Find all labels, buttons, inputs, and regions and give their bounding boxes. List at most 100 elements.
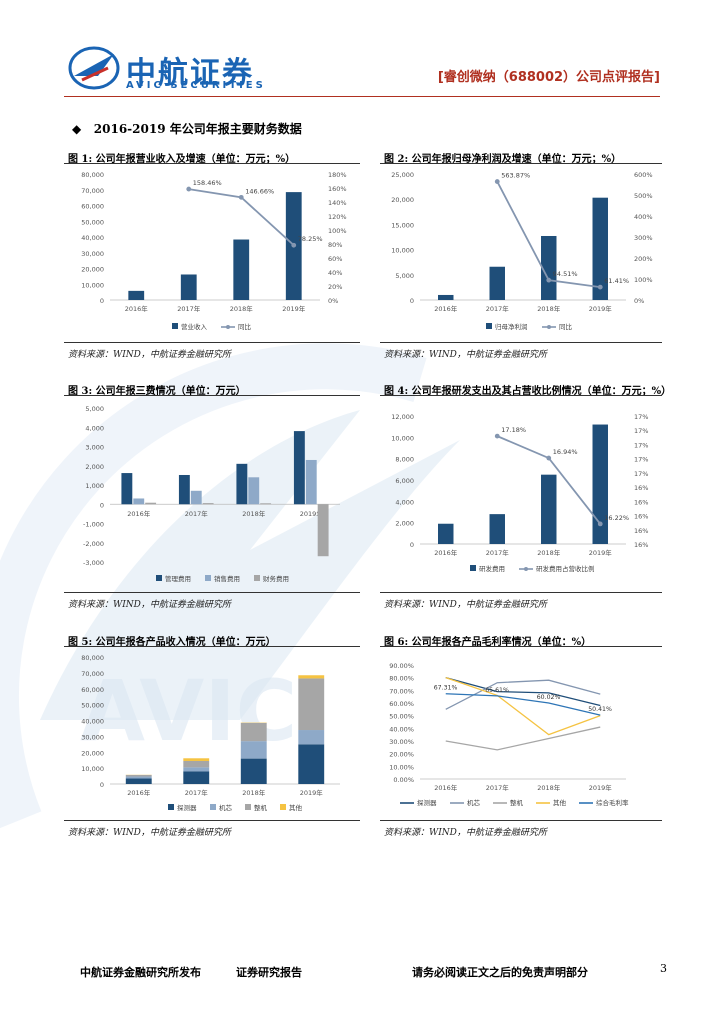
- y2-tick-label: 60%: [328, 255, 342, 263]
- legend-label: 机芯: [219, 803, 233, 812]
- footer-publisher: 中航证券金融研究所发布: [80, 966, 201, 979]
- bar-segment: [240, 741, 267, 759]
- chart-product-revenue: 0 10,000 20,000 30,000 40,000 50,000 60,000 70,…: [81, 654, 340, 812]
- fig-top-rule-1: [64, 163, 360, 164]
- y2-tick-label: 600%: [634, 171, 653, 179]
- x-tick-label: 2018年: [537, 304, 561, 313]
- y2-tick-label: 17%: [634, 427, 648, 435]
- bar-segment: [183, 767, 210, 772]
- y-tick-label: -2,000: [83, 540, 104, 548]
- fig-bottom-rule-2: [380, 342, 662, 343]
- diamond-bullet-icon: ◆: [72, 122, 82, 136]
- series-line: [445, 677, 601, 736]
- bar: [489, 266, 505, 300]
- x-tick-label: 2018年: [537, 783, 561, 792]
- fig-title-5: 图 5: 公司年报各产品收入情况（单位：万元）: [68, 637, 276, 648]
- bar: [133, 498, 145, 505]
- series-line: [445, 677, 601, 707]
- x-tick-label: 2019年: [300, 788, 324, 797]
- y2-tick-label: 16%: [634, 513, 648, 521]
- section-title: 2016-2019 年公司年报主要财务数据: [93, 122, 302, 136]
- legend-label: 整机: [254, 803, 268, 812]
- y2-tick-label: 17%: [634, 441, 648, 449]
- y-tick-label: 20,000: [81, 266, 104, 274]
- bar-segment: [298, 675, 325, 679]
- y-tick-label: 40.00%: [389, 725, 414, 733]
- y2-tick-label: 0%: [328, 297, 338, 305]
- x-tick-label: 2019年: [589, 548, 613, 557]
- data-label: 16.22%: [604, 514, 629, 522]
- legend-label: 同比: [559, 322, 573, 331]
- legend-label: 财务费用: [263, 574, 289, 583]
- data-label: 563.87%: [501, 172, 530, 180]
- fig-top-rule-4: [380, 395, 662, 396]
- fig-source-4: 资料来源：WIND，中航证券金融研究所: [384, 600, 547, 610]
- bar: [180, 274, 197, 300]
- fig-bottom-rule-5: [64, 820, 360, 821]
- y-tick-label: 6,000: [395, 477, 414, 485]
- y2-tick-label: 80%: [328, 241, 342, 249]
- y-tick-label: 5,000: [85, 405, 104, 413]
- x-tick-label: 2019年: [300, 509, 324, 518]
- y-tick-label: 12,000: [391, 413, 414, 421]
- bar: [178, 474, 190, 505]
- y-tick-label: 4,000: [85, 424, 104, 432]
- data-label: 50.41%: [588, 706, 612, 713]
- y-tick-label: 30,000: [81, 250, 104, 258]
- fig-top-rule-2: [380, 163, 662, 164]
- line-point: [186, 186, 192, 192]
- legend-label: 综合毛利率: [596, 798, 629, 807]
- legend-label: 研发费用占营收比例: [536, 564, 595, 573]
- bar-segment: [240, 758, 267, 784]
- legend-swatch: [156, 575, 162, 581]
- fig-top-rule-3: [64, 395, 360, 396]
- chart-net-profit: 0 5,000 10,000 15,000 20,000 25,000 0% 100% 200%…: [391, 171, 653, 331]
- bar: [438, 294, 454, 300]
- bar-segment: [298, 678, 325, 731]
- y2-tick-label: 17%: [634, 470, 648, 478]
- data-label: 67.31%: [434, 685, 458, 692]
- legend-marker: [226, 325, 230, 329]
- legend-swatch: [168, 804, 174, 810]
- legend-label: 研发费用: [479, 564, 505, 573]
- bar: [489, 514, 505, 544]
- x-tick-label: 2019年: [282, 304, 306, 313]
- bar: [305, 459, 317, 505]
- legend-label: 归母净利润: [495, 322, 528, 331]
- x-tick-label: 2017年: [185, 509, 209, 518]
- header-divider: [64, 96, 660, 97]
- y2-tick-label: 100%: [634, 276, 653, 284]
- bar-segment: [298, 730, 325, 745]
- chart-three-expenses: -3,000 -2,000 -1,000 0 1,000 2,000 3,000 4,000 5…: [83, 405, 340, 583]
- data-label: 78.25%: [298, 235, 323, 243]
- bar: [202, 503, 214, 505]
- watermark-wing-shape: [40, 410, 460, 720]
- legend-label: 营业收入: [181, 322, 208, 331]
- y2-tick-label: 160%: [328, 185, 347, 193]
- y-tick-label: 90.00%: [389, 662, 414, 670]
- y-tick-label: 0: [100, 501, 104, 509]
- bar: [592, 424, 608, 544]
- chart-gross-margin: 0.00% 10.00% 20.00% 30.00% 40.00% 50.00% 60.00…: [389, 662, 629, 807]
- data-label: 158.46%: [193, 179, 222, 187]
- fig-title-4: 图 4: 公司年报研发支出及其占营收比例情况（单位：万元；%）: [384, 386, 672, 397]
- line-point: [291, 242, 297, 248]
- x-tick-label: 2019年: [589, 304, 613, 313]
- x-tick-label: 2017年: [185, 788, 209, 797]
- legend-swatch: [280, 804, 286, 810]
- legend-label: 其他: [289, 803, 303, 812]
- logo-cn-text: 中航证券: [126, 56, 254, 91]
- y-tick-label: 20,000: [81, 749, 104, 757]
- fig-source-1: 资料来源：WIND，中航证券金融研究所: [68, 350, 231, 360]
- data-label: 60.02%: [537, 694, 561, 701]
- line-point: [494, 179, 500, 184]
- legend-label: 探测器: [177, 803, 197, 812]
- y2-tick-label: 17%: [634, 413, 648, 421]
- x-tick-label: 2017年: [486, 304, 510, 313]
- y-tick-label: 50.00%: [389, 713, 414, 721]
- y-tick-label: 0: [410, 541, 414, 549]
- data-label: 16.94%: [553, 448, 578, 456]
- y-tick-label: 10,000: [391, 247, 414, 255]
- legend-swatch: [470, 565, 476, 571]
- fig-bottom-rule-4: [380, 592, 662, 593]
